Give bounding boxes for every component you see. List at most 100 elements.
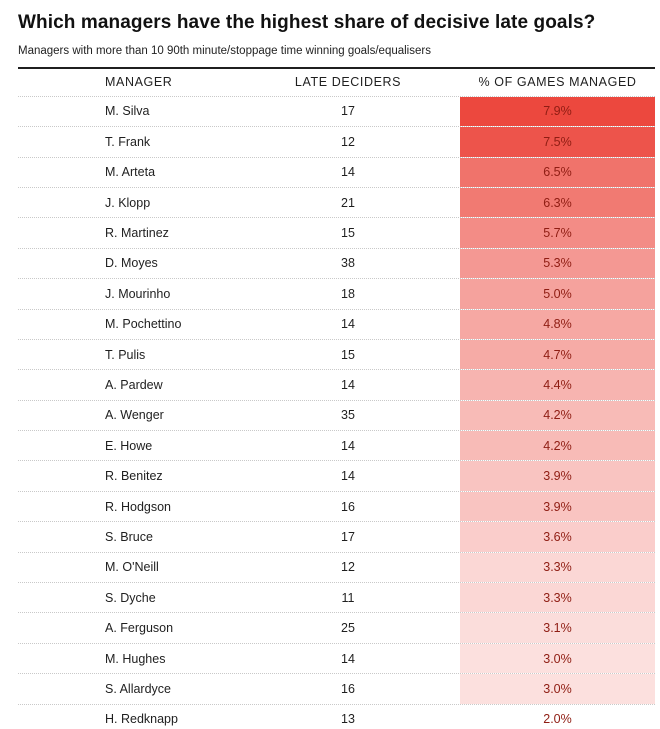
pct-games-value: 2.0%	[543, 712, 572, 727]
table-row: J. Mourinho 18 5.0%	[18, 278, 655, 309]
pct-games-value: 5.3%	[543, 256, 572, 271]
pct-games-value: 7.9%	[543, 104, 572, 119]
late-deciders-value: 14	[341, 438, 355, 453]
late-deciders-value: 14	[341, 317, 355, 332]
late-deciders-value: 11	[341, 590, 355, 605]
late-deciders-value: 38	[341, 256, 355, 271]
manager-name: M. Arteta	[105, 165, 156, 180]
late-deciders-value: 12	[341, 134, 355, 149]
table-row: M. Pochettino 14 4.8%	[18, 308, 655, 339]
table-row: A. Pardew 14 4.4%	[18, 369, 655, 400]
manager-name: S. Allardyce	[105, 681, 172, 696]
pct-games-value: 7.5%	[543, 134, 572, 149]
table-row: M. Silva 17 7.9%	[18, 95, 655, 127]
pct-games-value: 4.2%	[543, 408, 572, 423]
table-row: M. Hughes 14 3.0%	[18, 642, 655, 674]
manager-name: A. Ferguson	[105, 621, 174, 636]
late-deciders-value: 16	[341, 681, 355, 696]
pct-games-value: 4.4%	[543, 378, 572, 392]
manager-name: M. Hughes	[105, 651, 166, 666]
manager-name: H. Redknapp	[105, 712, 178, 727]
table-row: R. Martinez 15 5.7%	[18, 217, 655, 248]
column-header-manager: MANAGER	[105, 75, 173, 90]
manager-name: M. Silva	[105, 104, 150, 119]
table-row: D. Moyes 38 5.3%	[18, 247, 655, 279]
table-row: R. Hodgson 16 3.9%	[18, 490, 655, 522]
pct-games-cell: 3.3%	[460, 552, 655, 583]
pct-games-cell: 4.7%	[460, 339, 655, 370]
manager-name: T. Pulis	[105, 347, 146, 362]
pct-games-value: 6.5%	[543, 165, 572, 180]
manager-name: A. Wenger	[105, 408, 164, 423]
pct-games-value: 3.0%	[543, 651, 572, 666]
manager-name: R. Hodgson	[105, 499, 172, 514]
pct-games-cell: 7.9%	[460, 96, 655, 127]
pct-games-cell: 3.3%	[460, 583, 655, 613]
late-deciders-value: 14	[341, 378, 355, 392]
pct-games-value: 3.3%	[543, 590, 572, 605]
late-deciders-value: 15	[341, 347, 355, 362]
late-deciders-value: 14	[341, 651, 355, 666]
pct-games-cell: 7.5%	[460, 127, 655, 157]
pct-games-cell: 3.1%	[460, 613, 655, 643]
pct-games-cell: 2.0%	[460, 705, 655, 729]
pct-games-cell: 4.2%	[460, 431, 655, 461]
manager-name: E. Howe	[105, 438, 153, 453]
table-row: A. Ferguson 25 3.1%	[18, 612, 655, 643]
table-row: J. Klopp 21 6.3%	[18, 186, 655, 218]
late-deciders-value: 15	[341, 226, 355, 241]
manager-name: S. Dyche	[105, 590, 156, 605]
manager-name: M. Pochettino	[105, 317, 182, 332]
manager-name: T. Frank	[105, 134, 151, 149]
pct-games-value: 5.0%	[543, 286, 572, 301]
table-body: M. Silva 17 7.9% T. Frank 12 7.5% M. Arteta 14 6…	[18, 95, 655, 729]
pct-games-value: 3.6%	[543, 529, 572, 544]
late-deciders-value: 12	[341, 560, 355, 575]
table-header-row: MANAGER LATE DECIDERS % OF GAMES MANAGED	[18, 69, 655, 96]
late-deciders-value: 25	[341, 621, 355, 636]
manager-name: R. Benitez	[105, 469, 163, 484]
page-subtitle: Managers with more than 10 90th minute/s…	[18, 44, 431, 57]
pct-games-cell: 3.0%	[460, 643, 655, 674]
pct-games-cell: 3.6%	[460, 522, 655, 552]
table-row: T. Frank 12 7.5%	[18, 126, 655, 157]
pct-games-cell: 4.8%	[460, 309, 655, 339]
pct-games-value: 3.9%	[543, 499, 572, 514]
late-deciders-value: 21	[341, 195, 355, 210]
pct-games-cell: 3.9%	[460, 491, 655, 522]
manager-name: R. Martinez	[105, 226, 169, 241]
table-row: T. Pulis 15 4.7%	[18, 338, 655, 370]
table-row: E. Howe 14 4.2%	[18, 430, 655, 461]
pct-games-value: 3.3%	[543, 560, 572, 575]
column-header-late-deciders: LATE DECIDERS	[294, 75, 402, 90]
manager-name: A. Pardew	[105, 378, 163, 392]
late-deciders-value: 14	[341, 469, 355, 484]
pct-games-cell: 4.2%	[460, 400, 655, 431]
page-title: Which managers have the highest share of…	[18, 12, 596, 33]
pct-games-value: 4.7%	[543, 347, 572, 362]
table-row: S. Bruce 17 3.6%	[18, 521, 655, 552]
pct-games-value: 4.8%	[543, 317, 572, 332]
pct-games-cell: 6.5%	[460, 157, 655, 187]
table-row: M. O'Neill 12 3.3%	[18, 551, 655, 583]
manager-name: M. O'Neill	[105, 560, 159, 575]
manager-name: S. Bruce	[105, 529, 153, 544]
pct-games-cell: 5.0%	[460, 279, 655, 309]
pct-games-cell: 6.3%	[460, 187, 655, 218]
manager-name: D. Moyes	[105, 256, 158, 271]
pct-games-value: 6.3%	[543, 195, 572, 210]
late-deciders-value: 17	[341, 529, 355, 544]
pct-games-value: 3.0%	[543, 681, 572, 696]
pct-games-cell: 4.4%	[460, 370, 655, 400]
table-row: S. Dyche 11 3.3%	[18, 582, 655, 613]
late-deciders-value: 14	[341, 165, 355, 180]
table-row: H. Redknapp 13 2.0%	[18, 703, 655, 729]
table-row: M. Arteta 14 6.5%	[18, 156, 655, 187]
late-deciders-value: 35	[341, 408, 355, 423]
late-deciders-value: 18	[341, 286, 355, 301]
manager-name: J. Mourinho	[105, 286, 171, 301]
pct-games-cell: 5.3%	[460, 248, 655, 279]
managers-table: MANAGER LATE DECIDERS % OF GAMES MANAGED…	[18, 66, 655, 729]
pct-games-value: 4.2%	[543, 438, 572, 453]
